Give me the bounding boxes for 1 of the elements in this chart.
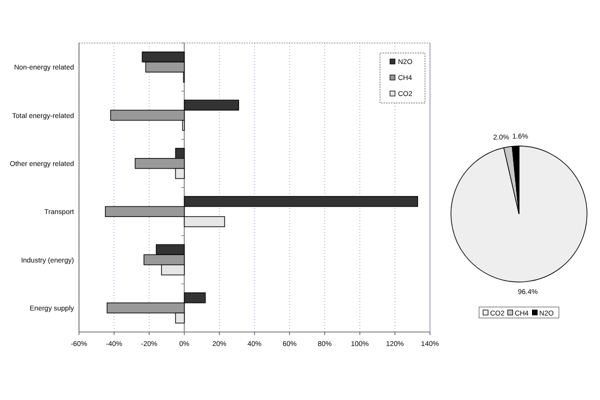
pie-slice bbox=[450, 146, 588, 282]
